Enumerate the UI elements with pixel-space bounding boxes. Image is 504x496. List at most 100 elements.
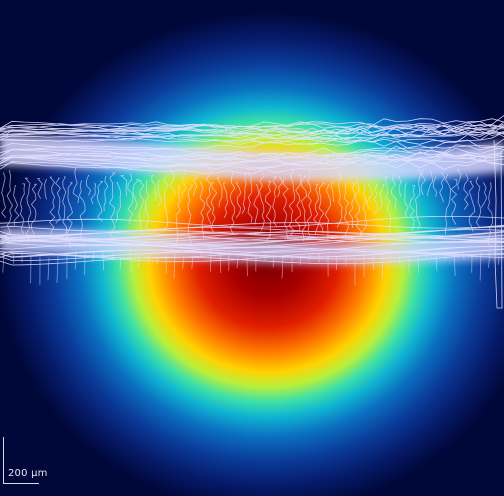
cell-outline: [282, 178, 289, 240]
cell-outline: [360, 182, 367, 238]
contour-strand: [0, 120, 504, 136]
cell-outline: [439, 172, 446, 203]
contour-strand: [0, 127, 504, 146]
cell-outline: [157, 180, 163, 207]
cell-outline: [127, 173, 134, 225]
contour-strand: [0, 158, 504, 175]
cell-outline: [462, 252, 465, 260]
cell-outline: [13, 185, 20, 226]
cell-outline: [2, 251, 5, 273]
cell-outline: [74, 250, 77, 270]
cell-outline: [192, 175, 199, 197]
contour-strand: [0, 126, 504, 138]
contour-strand: [0, 222, 504, 232]
cell-outline: [49, 176, 56, 238]
cell-outline: [330, 181, 335, 203]
cell-outline: [44, 179, 47, 200]
cell-outline: [129, 250, 132, 273]
cell-outline: [265, 180, 272, 242]
cell-outline: [175, 184, 181, 246]
cell-outline: [200, 250, 203, 257]
cell-outline: [384, 176, 392, 233]
cell-outline: [47, 257, 50, 281]
scale-bar-vertical-line: [3, 437, 4, 484]
cell-outline: [102, 251, 104, 271]
cell-outline: [313, 183, 320, 235]
cell-outline: [259, 170, 265, 231]
right-edge-outline: [493, 139, 503, 309]
cell-outline: [216, 176, 223, 208]
contour-strand: [0, 131, 504, 144]
scale-bar: 200 μm: [3, 437, 47, 485]
cell-outline: [272, 255, 275, 268]
cell-outline: [300, 175, 307, 242]
cell-outline: [379, 184, 385, 210]
contour-strand: [0, 253, 504, 266]
cell-outline: [132, 179, 140, 210]
cell-outline: [151, 175, 158, 201]
cell-outline: [480, 182, 488, 208]
cell-outline: [55, 177, 61, 224]
cell-outline: [318, 182, 326, 234]
cell-outline: [272, 176, 277, 227]
cell-outline: [191, 255, 194, 269]
contour-strand: [0, 118, 504, 134]
cell-outline: [324, 184, 332, 240]
cell-outline: [66, 182, 74, 248]
contour-strand: [0, 216, 504, 228]
cell-outline: [307, 170, 312, 236]
cell-outline: [119, 257, 122, 270]
cell-outline: [205, 168, 212, 225]
cell-outline: [30, 183, 38, 235]
cell-outline: [487, 182, 494, 249]
cell-outline: [199, 182, 205, 238]
contour-strand: [0, 128, 504, 143]
cell-outline: [85, 175, 92, 196]
contour-strand: [0, 248, 504, 259]
cell-outline: [475, 176, 481, 228]
cell-outline: [78, 180, 86, 246]
contour-strand: [0, 129, 504, 140]
cell-outline: [397, 176, 402, 197]
cell-outline: [456, 169, 462, 190]
cell-outline: [229, 172, 236, 234]
cell-outline: [56, 256, 59, 284]
cell-outline: [19, 183, 26, 235]
cell-outline: [299, 256, 302, 265]
cell-outline: [24, 177, 32, 244]
cell-outline: [92, 251, 95, 262]
cell-outline: [210, 182, 218, 234]
cell-outline: [404, 182, 409, 218]
cell-outline: [115, 182, 122, 223]
cell-outline: [420, 169, 427, 196]
cell-outline: [1, 172, 7, 219]
cell-outline: [336, 172, 343, 228]
cell-outline: [372, 252, 374, 270]
cell-outline: [308, 253, 311, 262]
cell-outline: [12, 252, 15, 264]
cell-outline: [453, 252, 456, 276]
cell-outline: [398, 253, 401, 265]
cell-outline: [450, 179, 458, 225]
contour-strand: [0, 125, 504, 144]
cell-outline: [247, 172, 253, 223]
cell-outline: [445, 174, 452, 235]
contour-strand: [0, 233, 504, 245]
cell-outline: [187, 184, 194, 246]
cell-outline: [354, 180, 362, 242]
scale-bar-label: 200 μm: [8, 468, 48, 479]
cell-outline: [181, 172, 187, 199]
contour-lines: [0, 115, 504, 309]
cell-outline: [468, 181, 476, 232]
cell-outline: [219, 252, 222, 273]
cell-outline: [372, 184, 379, 215]
upper-tissue-band: [0, 135, 504, 182]
cell-outline: [253, 184, 260, 225]
cell-outline: [96, 181, 104, 222]
contour-strand: [0, 147, 504, 161]
cell-outline: [281, 256, 284, 279]
contour-strand: [0, 140, 504, 151]
contour-strand: [0, 152, 504, 170]
cell-outline: [417, 254, 419, 274]
cell-outline: [162, 175, 169, 231]
